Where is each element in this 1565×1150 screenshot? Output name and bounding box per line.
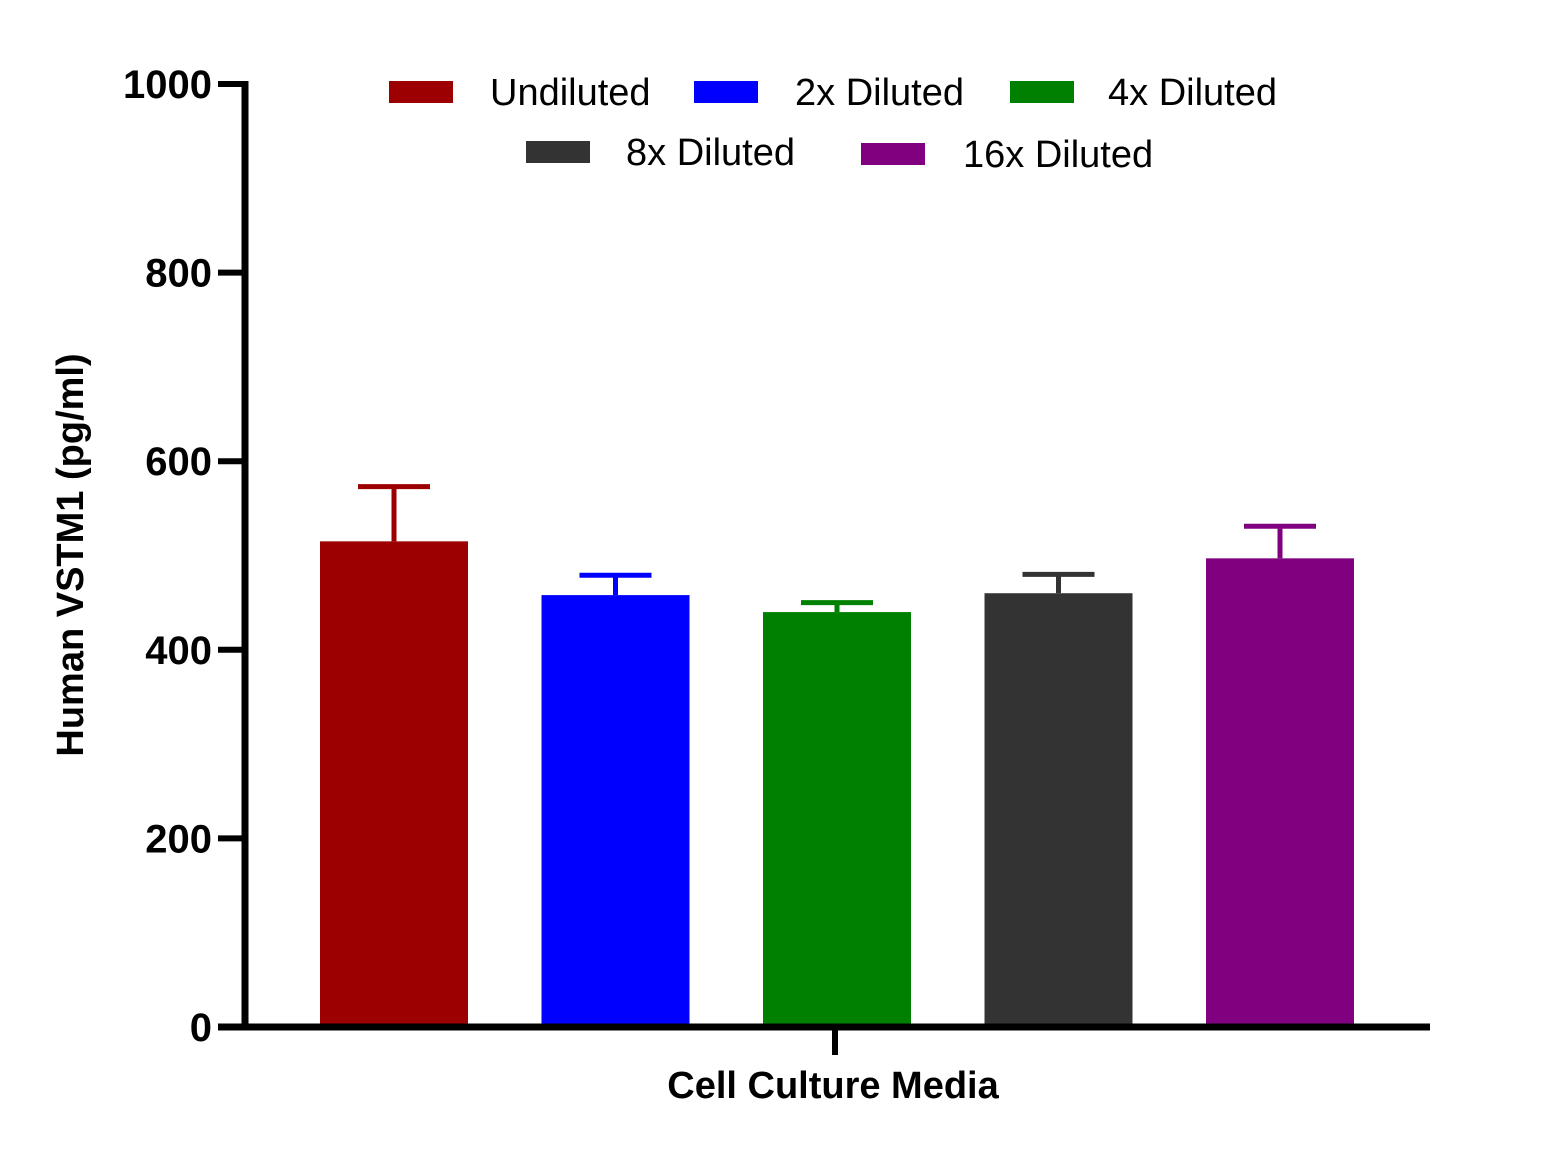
legend-swatch <box>861 143 925 165</box>
legend-swatch <box>1010 81 1074 103</box>
legend-swatch <box>694 81 758 103</box>
bar <box>320 541 468 1027</box>
y-axis-title: Human VSTM1 (pg/ml) <box>50 353 92 756</box>
y-tick-label: 1000 <box>123 63 212 107</box>
legend-swatch <box>526 141 590 163</box>
bars <box>320 484 1354 1027</box>
x-axis-title: Cell Culture Media <box>667 1065 999 1107</box>
y-tick-label: 200 <box>145 817 212 861</box>
legend-label: Undiluted <box>490 72 651 114</box>
legend-label: 8x Diluted <box>626 132 795 174</box>
y-tick-label: 800 <box>145 252 212 296</box>
y-tick-label: 400 <box>145 629 212 673</box>
y-tick-label: 0 <box>190 1006 212 1050</box>
y-axis: 0 200 400 600 800 1000 <box>123 63 249 1050</box>
x-axis <box>218 1023 1430 1055</box>
bar <box>984 593 1133 1027</box>
legend-swatch <box>389 81 453 103</box>
legend-label: 16x Diluted <box>963 134 1153 176</box>
legend-label: 4x Diluted <box>1108 72 1277 114</box>
y-tick-label: 600 <box>145 440 212 484</box>
bar <box>763 612 911 1027</box>
legend-label: 2x Diluted <box>795 72 964 114</box>
bar <box>1206 558 1354 1027</box>
legend: Undiluted 2x Diluted 4x Diluted 8x Diluted 1… <box>389 72 1277 176</box>
bar <box>541 595 690 1027</box>
